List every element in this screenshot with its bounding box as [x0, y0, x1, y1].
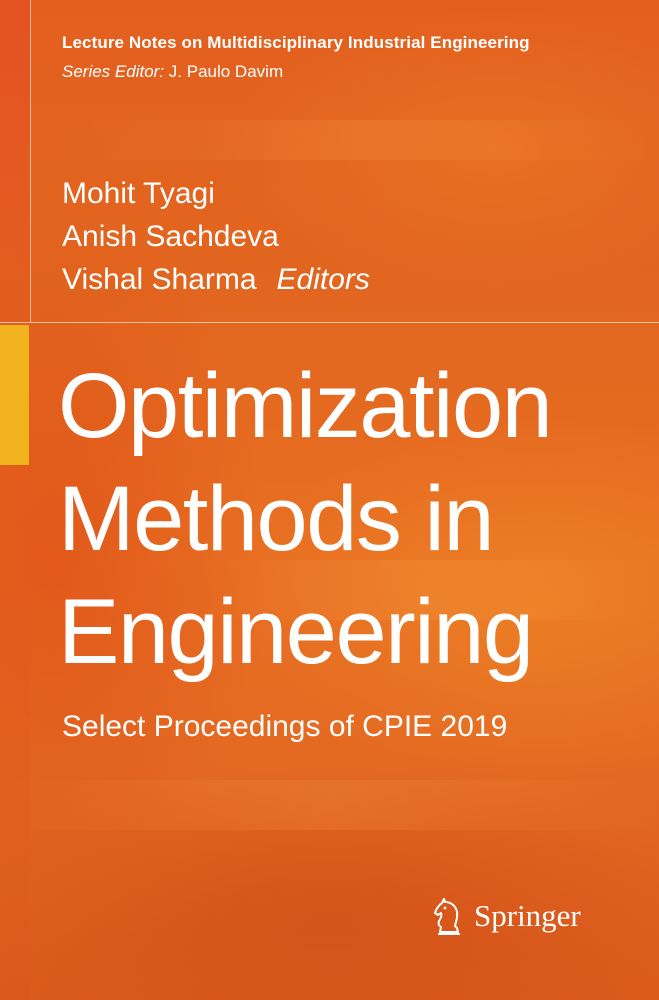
editor-name: Mohit Tyagi — [62, 177, 215, 210]
book-subtitle: Select Proceedings of CPIE 2019 — [62, 710, 508, 743]
editors-block: Mohit Tyagi Anish Sachdeva Vishal Sharma… — [62, 172, 370, 301]
title-line: Methods in — [58, 468, 495, 570]
publisher-name: Springer — [474, 898, 581, 933]
editor-name: Vishal Sharma — [62, 263, 257, 296]
series-editor: Series Editor: J. Paulo Davim — [62, 62, 283, 82]
series-title: Lecture Notes on Multidisciplinary Indus… — [62, 33, 530, 52]
editor-name: Anish Sachdeva — [62, 220, 279, 253]
knight-chess-piece-icon — [430, 896, 466, 936]
background-streak — [60, 120, 659, 160]
publisher-logo: Springer — [430, 896, 581, 936]
vertical-rule — [30, 0, 31, 322]
editors-role: Editors — [276, 263, 370, 296]
background-streak — [200, 560, 659, 620]
editor-line: Vishal Sharma Editors — [62, 258, 370, 301]
background-streak — [0, 780, 659, 830]
horizontal-rule — [0, 322, 659, 323]
accent-bar — [0, 325, 29, 465]
title-line: Optimization — [58, 355, 553, 457]
title-line: Engineering — [58, 581, 534, 683]
series-editor-name: J. Paulo Davim — [168, 62, 284, 81]
series-editor-label: Series Editor: — [62, 62, 165, 81]
book-title: Optimization Methods in Engineering — [58, 350, 553, 689]
left-band — [0, 0, 30, 1000]
